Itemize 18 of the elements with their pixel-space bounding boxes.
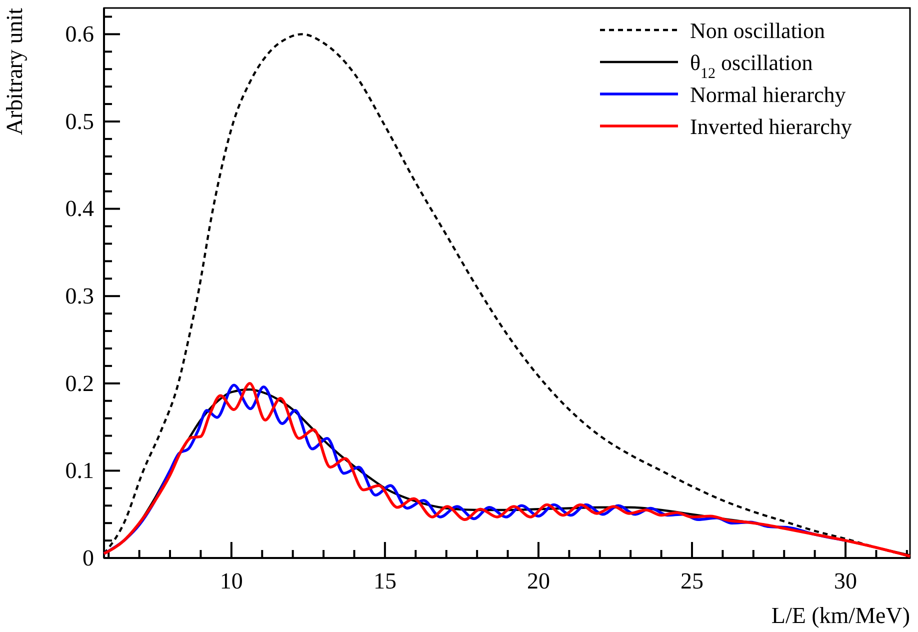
y-tick-label: 0.5 bbox=[65, 108, 94, 134]
y-tick-label: 0 bbox=[82, 545, 94, 570]
y-tick-label: 0.2 bbox=[65, 370, 94, 396]
y-tick-label: 0.6 bbox=[65, 22, 94, 47]
legend-label: Normal hierarchy bbox=[690, 82, 846, 107]
y-axis-title: Arbitrary unit bbox=[2, 7, 27, 136]
x-tick-label: 30 bbox=[834, 568, 858, 594]
y-tick-label: 0.3 bbox=[65, 283, 94, 308]
legend-label: θ$_{12}$ oscillation bbox=[690, 50, 813, 82]
x-tick-label: 15 bbox=[373, 568, 396, 594]
x-tick-label: 10 bbox=[220, 568, 243, 594]
y-tick-label: 0.1 bbox=[65, 458, 94, 484]
legend-label: Inverted hierarchy bbox=[690, 114, 852, 139]
legend-label: Non oscillation bbox=[690, 18, 826, 43]
x-tick-label: 20 bbox=[526, 568, 550, 594]
x-tick-label: 25 bbox=[680, 568, 704, 594]
y-tick-label: 0.4 bbox=[65, 196, 94, 222]
x-axis-title: L/E (km/MeV) bbox=[771, 603, 910, 628]
